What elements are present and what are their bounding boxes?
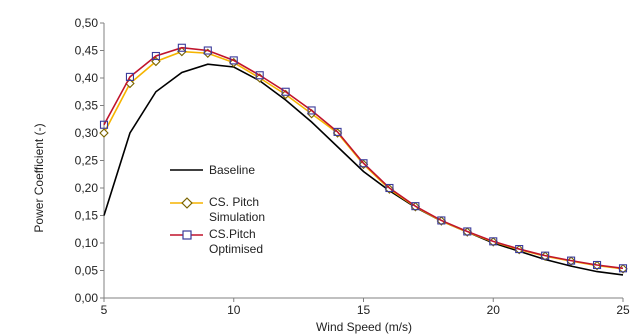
- legend: Baseline CS. Pitch Simulation CS.Pitch O…: [170, 163, 265, 256]
- data-point-cs-pitch-optimised: [255, 71, 264, 80]
- x-tick-label: 25: [616, 303, 630, 317]
- data-point-cs-pitch-optimised: [151, 51, 160, 61]
- data-point-cs-pitch-simulation: [99, 128, 109, 138]
- data-point-cs-pitch-optimised: [99, 120, 109, 129]
- data-point-cs-pitch-optimised: [463, 227, 472, 236]
- y-tick-labels: 0,00 0,05 0,10 0,15 0,20 0,25 0,30 0,35 0,40 0,45…: [75, 16, 104, 305]
- data-point-cs-pitch-simulation: [618, 264, 628, 274]
- data-point-cs-pitch-optimised: [307, 106, 316, 115]
- legend-marker-simulation: [181, 197, 193, 209]
- data-point-cs-pitch-optimised: [437, 216, 446, 225]
- y-tick-label: 0,50: [75, 16, 99, 30]
- y-tick-label: 0,15: [75, 209, 99, 223]
- data-point-cs-pitch-optimised: [411, 202, 420, 211]
- x-tick-label: 10: [227, 303, 241, 317]
- data-point-cs-pitch-optimised: [592, 260, 602, 270]
- y-tick-label: 0,10: [75, 236, 99, 250]
- x-tick-label: 5: [101, 303, 108, 317]
- legend-label-optimised-line2: Optimised: [209, 242, 263, 256]
- x-tick-label: 15: [357, 303, 371, 317]
- data-point-cs-pitch-optimised: [618, 264, 628, 273]
- data-point-cs-pitch-optimised: [229, 56, 238, 65]
- data-point-cs-pitch-optimised: [567, 256, 576, 265]
- data-point-cs-pitch-optimised: [333, 127, 342, 136]
- series-group: [99, 43, 628, 276]
- x-tick-labels: 5 10 15 20 25: [101, 298, 630, 317]
- data-point-cs-pitch-optimised: [177, 43, 186, 52]
- data-point-cs-pitch-optimised: [541, 251, 550, 260]
- y-tick-label: 0,45: [75, 44, 99, 58]
- data-point-cs-pitch-optimised: [359, 159, 368, 168]
- y-axis-title: Power Coefficient (-): [32, 123, 46, 232]
- series-line-baseline: [103, 63, 624, 276]
- y-tick-label: 0,30: [75, 126, 99, 140]
- y-tick-label: 0,05: [75, 264, 99, 278]
- y-tick-label: 0,20: [75, 181, 99, 195]
- data-point-cs-pitch-optimised: [125, 72, 134, 81]
- x-axis-title: Wind Speed (m/s): [316, 320, 412, 334]
- data-point-cs-pitch-optimised: [385, 183, 394, 193]
- legend-marker-optimised: [182, 230, 192, 240]
- data-point-cs-pitch-optimised: [489, 237, 498, 246]
- x-tick-label: 20: [487, 303, 501, 317]
- y-tick-label: 0,40: [75, 71, 99, 85]
- legend-label-optimised-line1: CS.Pitch: [209, 227, 256, 241]
- y-tick-label: 0,25: [75, 154, 99, 168]
- data-point-cs-pitch-optimised: [281, 87, 290, 96]
- data-point-cs-pitch-optimised: [515, 245, 524, 254]
- series-line-cs-pitch-optimised: [103, 46, 624, 270]
- y-tick-label: 0,35: [75, 99, 99, 113]
- legend-label-baseline: Baseline: [209, 163, 255, 177]
- y-tick-label: 0,00: [75, 291, 99, 305]
- legend-label-simulation-line1: CS. Pitch: [209, 195, 259, 209]
- legend-label-simulation-line2: Simulation: [209, 210, 265, 224]
- data-point-cs-pitch-optimised: [203, 46, 212, 55]
